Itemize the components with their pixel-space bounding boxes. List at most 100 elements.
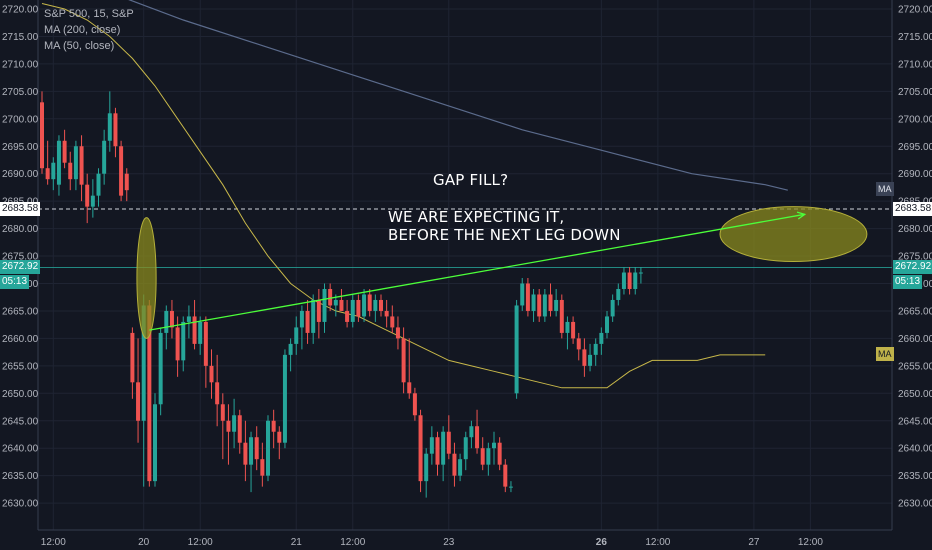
candle-body: [79, 146, 84, 185]
candle-body: [367, 294, 372, 311]
annotation-gap-fill: GAP FILL?: [433, 171, 509, 189]
x-tick-label: 12:00: [645, 537, 670, 548]
x-tick-label: 12:00: [41, 537, 66, 548]
x-tick-label: 20: [138, 537, 150, 548]
candle-body: [282, 354, 287, 443]
y-tick-label-left: 2680.00: [2, 224, 39, 235]
candle-body: [582, 349, 587, 366]
candle-body: [486, 448, 491, 465]
x-tick-label: 12:00: [188, 537, 213, 548]
candle-body: [599, 332, 604, 344]
candle-body: [480, 448, 485, 465]
candle-body: [322, 288, 327, 322]
candle-body: [90, 195, 95, 207]
candle-body: [407, 382, 412, 394]
legend-symbol[interactable]: S&P 500, 15, S&P: [44, 8, 134, 20]
candle-body: [305, 310, 310, 333]
candle-body: [124, 173, 129, 191]
candle-body: [525, 283, 530, 311]
candle-body: [243, 442, 248, 465]
candle-body: [175, 327, 180, 361]
candle-body: [209, 365, 214, 383]
candle-body: [130, 332, 135, 383]
candle-body: [333, 299, 338, 306]
y-tick-label-left: 2700.00: [2, 114, 39, 125]
countdown-tag-left: 05:13: [0, 275, 30, 289]
candle-body: [220, 404, 225, 421]
y-tick-label-right: 2675.00: [898, 252, 932, 263]
candle-body: [531, 294, 536, 311]
candle-body: [429, 437, 434, 454]
chart-legend: S&P 500, 15, S&P MA (200, close) MA (50,…: [44, 6, 134, 54]
x-tick-label: 12:00: [340, 537, 365, 548]
candle-body: [633, 272, 638, 289]
candle-body: [593, 343, 598, 355]
candle-body: [254, 437, 259, 460]
y-tick-label-right: 2690.00: [898, 169, 932, 180]
candle-body: [147, 305, 152, 482]
candle-body: [638, 272, 643, 274]
candle-body: [158, 332, 163, 405]
y-tick-label-left: 2635.00: [2, 471, 39, 482]
candle-body: [350, 299, 355, 322]
gap-level-tag-right: 2683.58: [893, 202, 932, 216]
y-tick-label-right: 2660.00: [898, 334, 932, 345]
y-tick-label-right: 2630.00: [898, 499, 932, 510]
candle-body: [328, 288, 333, 306]
legend-ma50[interactable]: MA (50, close): [44, 40, 115, 52]
candle-body: [45, 168, 50, 180]
candle-body: [237, 415, 242, 443]
candle-body: [232, 415, 237, 432]
x-tick-label: 21: [291, 537, 303, 548]
current-price-tag-left: 2672.92: [0, 260, 41, 274]
candle-body: [294, 327, 299, 344]
y-tick-label-right: 2720.00: [898, 5, 932, 16]
candle-body: [40, 102, 44, 169]
candle-body: [299, 310, 304, 328]
x-tick-label: 27: [748, 537, 760, 548]
candle-body: [458, 459, 463, 476]
y-tick-label-right: 2710.00: [898, 59, 932, 70]
candle-body: [169, 310, 174, 328]
ma200-line: [128, 0, 788, 191]
y-tick-label-left: 2655.00: [2, 361, 39, 372]
y-tick-label-left: 2695.00: [2, 142, 39, 153]
candle-body: [186, 316, 191, 322]
candle-body: [288, 343, 293, 355]
candle-body: [107, 113, 112, 141]
candle-body: [260, 459, 265, 476]
x-tick-label: 12:00: [798, 537, 823, 548]
candle-body: [621, 272, 626, 289]
candle-body: [68, 162, 73, 180]
candle-body: [203, 321, 208, 366]
candle-body: [271, 420, 276, 432]
candle-body: [119, 146, 124, 196]
candle-body: [497, 442, 502, 465]
candle-body: [316, 299, 321, 322]
candle-body: [51, 162, 56, 180]
gap-level-tag-left: 2683.58: [0, 202, 41, 216]
countdown-tag-right: 05:13: [893, 275, 923, 289]
legend-ma200[interactable]: MA (200, close): [44, 24, 121, 36]
candle-body: [379, 299, 383, 311]
candle-body: [469, 426, 474, 438]
candle-body: [198, 321, 203, 344]
candle-body: [249, 437, 254, 465]
candle-body: [401, 338, 406, 383]
trend-arrow-head: [796, 211, 807, 220]
candle-body: [113, 113, 118, 147]
candle-body: [571, 321, 576, 339]
y-tick-label-left: 2710.00: [2, 59, 39, 70]
y-tick-label-right: 2715.00: [898, 32, 932, 43]
y-tick-label-left: 2665.00: [2, 306, 39, 317]
x-tick-label: 23: [443, 537, 455, 548]
candle-body: [226, 420, 231, 432]
candle-body: [542, 294, 547, 317]
gap-ellipse: [136, 217, 157, 339]
y-tick-label-right: 2635.00: [898, 471, 932, 482]
candle-body: [446, 431, 451, 454]
ma200-axis-tag[interactable]: MA: [876, 182, 894, 196]
candle-body: [277, 431, 282, 443]
ma50-axis-tag[interactable]: MA: [876, 347, 894, 361]
